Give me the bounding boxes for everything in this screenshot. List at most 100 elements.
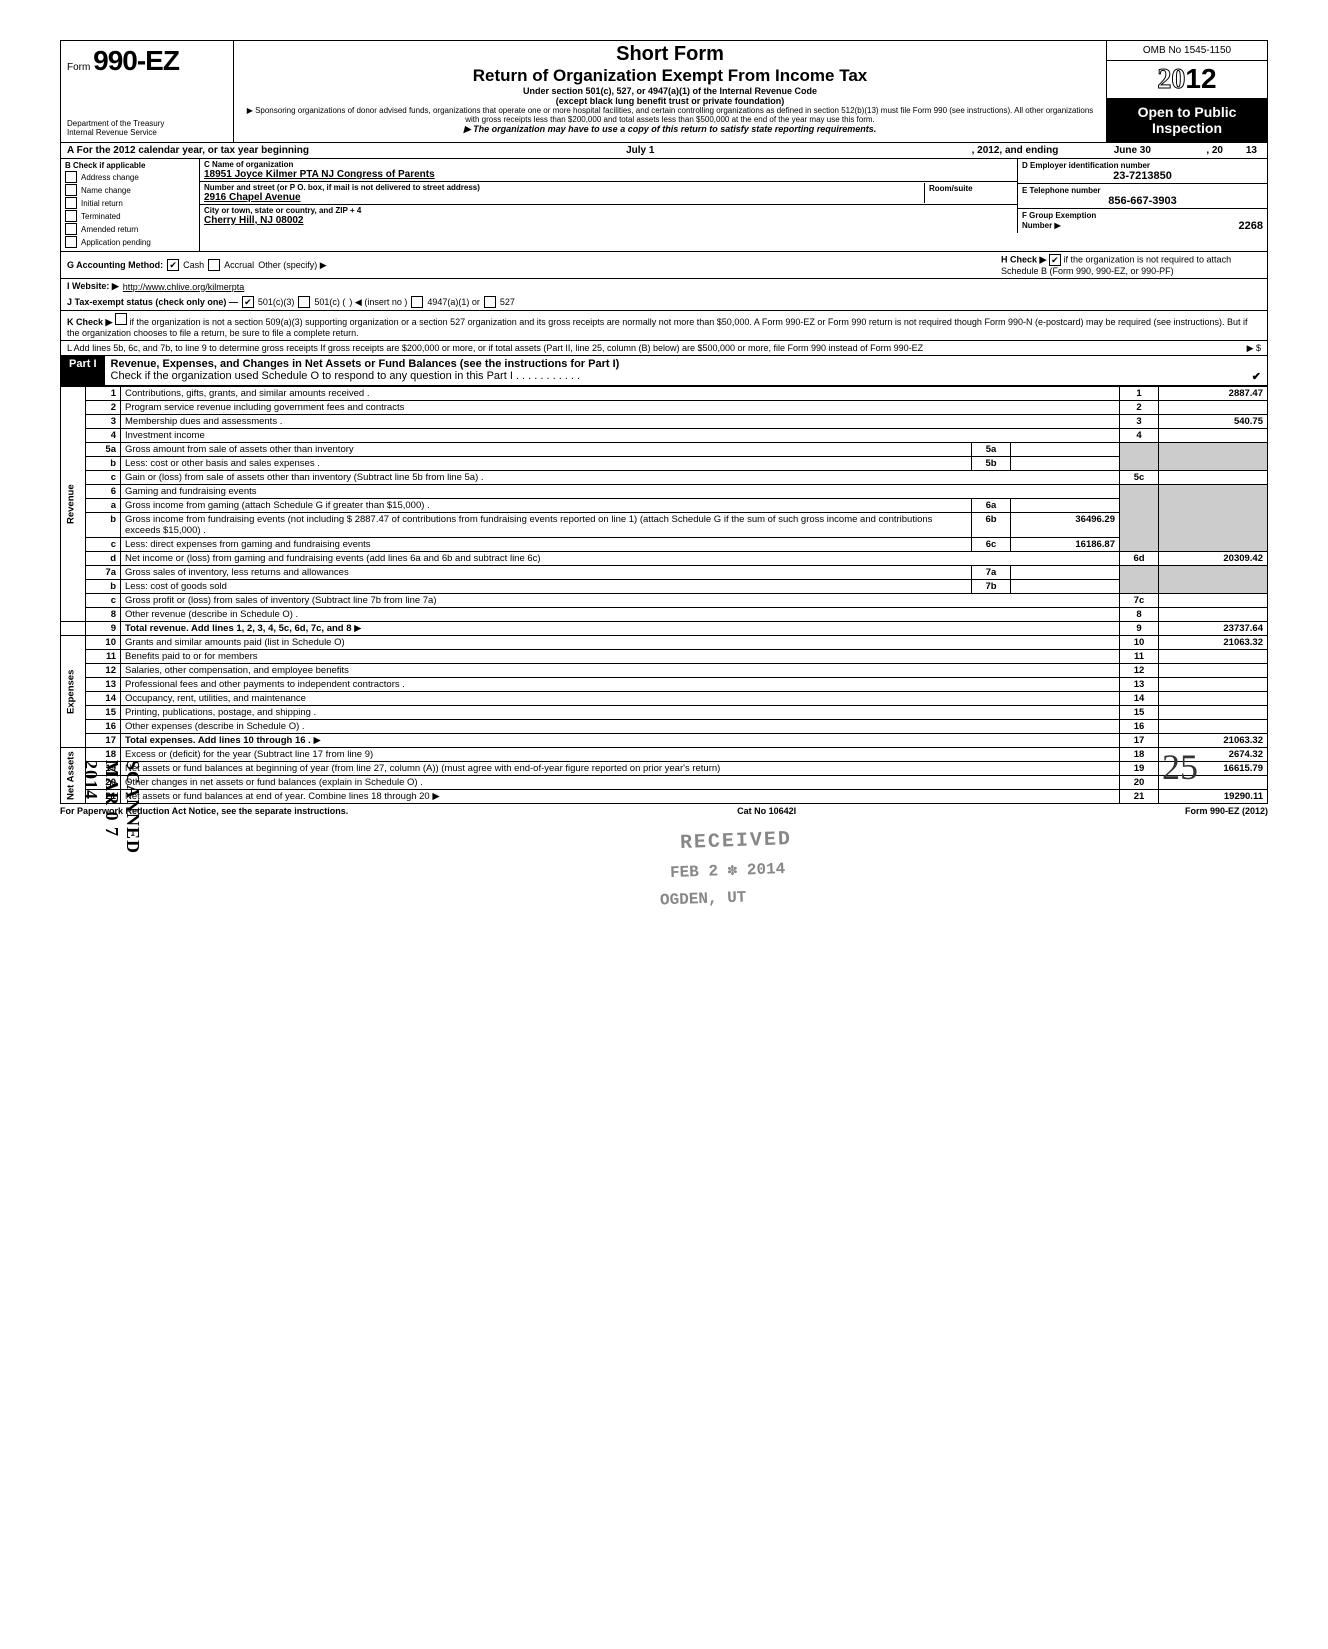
row-desc: Printing, publications, postage, and shi… [121,706,1120,720]
box-val: 19290.11 [1159,790,1268,804]
box-num: 20 [1120,776,1159,790]
row-num: 12 [86,664,121,678]
scanned-stamp: SCANNED MAR 0 7 2014 [80,760,143,854]
phone: 856-667-3903 [1022,195,1263,207]
line-a: A For the 2012 calendar year, or tax yea… [60,143,1268,159]
box-num: 18 [1120,748,1159,762]
row-num: 13 [86,678,121,692]
org-name: 18951 Joyce Kilmer PTA NJ Congress of Pa… [204,169,1013,180]
cb-4947[interactable] [411,296,423,308]
form-number: 990-EZ [93,45,179,76]
form-prefix: Form [67,62,90,73]
f-label: F Group Exemption [1022,211,1096,220]
row-desc: Contributions, gifts, grants, and simila… [121,387,1120,401]
i-label: I Website: ▶ [67,281,119,292]
section-expenses: Expenses [61,636,86,748]
row-desc: Membership dues and assessments . [121,415,1120,429]
cb-schedule-o[interactable]: ✔ [1252,370,1261,383]
box-val: 2887.47 [1159,387,1268,401]
inner-box: 6b [972,513,1011,538]
box-num: 5c [1120,471,1159,485]
title-short-form: Short Form [242,43,1098,66]
inner-val [1011,457,1120,471]
section-net-assets: Net Assets [61,748,86,804]
opt-501c: 501(c) ( [314,297,345,307]
part1-title: Revenue, Expenses, and Changes in Net As… [111,358,620,370]
part1-header: Part I Revenue, Expenses, and Changes in… [60,356,1268,386]
dept-irs: Internal Revenue Service [67,129,227,138]
footer-form: Form 990-EZ (2012) [1185,806,1268,816]
received-stamp: RECEIVED [680,828,793,855]
row-num: 7a [86,566,121,580]
k-text: if the organization is not a section 509… [67,317,1248,338]
b-label: B Check if applicable [65,161,195,170]
subtitle-except: (except black lung benefit trust or priv… [242,96,1098,106]
cb-terminated[interactable] [65,210,77,222]
inner-val: 16186.87 [1011,538,1120,552]
k-label: K Check ▶ [67,317,112,327]
line-g: G Accounting Method: ✔Cash Accrual Other… [60,252,1268,279]
opt-accrual: Accrual [224,260,254,270]
line-a-prefix: A For the 2012 calendar year, or tax yea… [67,145,309,156]
opt-cash: Cash [183,260,204,270]
line-a-suffix: , 20 [1206,145,1223,156]
cb-cash[interactable]: ✔ [167,259,179,271]
row-desc: Occupancy, rent, utilities, and maintena… [121,692,1120,706]
city-label: City or town, state or country, and ZIP … [204,206,1013,215]
opt-501c3: 501(c)(3) [258,297,295,307]
cb-accrual[interactable] [208,259,220,271]
cb-initial-return[interactable] [65,197,77,209]
h-label: H Check ▶ [1001,255,1046,265]
box-num: 6d [1120,552,1159,566]
inner-box: 7a [972,566,1011,580]
addr-label: Number and street (or P O. box, if mail … [204,183,924,192]
row-desc: Other expenses (describe in Schedule O) … [121,720,1120,734]
note-copy: ▶ The organization may have to use a cop… [242,124,1098,135]
cb-schedule-b[interactable]: ✔ [1049,254,1061,266]
tax-year-end: June 30 [1062,145,1202,156]
inner-box: 5b [972,457,1011,471]
cb-name-change[interactable] [65,184,77,196]
box-val [1159,650,1268,664]
row-num: 4 [86,429,121,443]
box-val: 23737.64 [1159,622,1268,636]
year-bold: 12 [1185,63,1216,94]
row-desc: Gross profit or (loss) from sales of inv… [121,594,1120,608]
row-desc: Total expenses. Add lines 10 through 16 … [125,735,311,746]
box-val: 20309.42 [1159,552,1268,566]
row-desc: Less: cost of goods sold [121,580,972,594]
group-exemption: 2268 [1239,220,1263,232]
row-desc: Gross income from gaming (attach Schedul… [121,499,972,513]
box-val [1159,471,1268,485]
opt-501c-insert: ) ◀ (insert no ) [349,297,407,308]
cb-501c[interactable] [298,296,310,308]
website-url: http://www.chlive.org/kilmerpta [123,282,245,292]
omb-number: OMB No 1545-1150 [1107,41,1267,61]
row-desc: Less: cost or other basis and sales expe… [121,457,972,471]
part1-tag: Part I [61,356,105,385]
cb-501c3[interactable]: ✔ [242,296,254,308]
row-num: 11 [86,650,121,664]
title-return: Return of Organization Exempt From Incom… [242,66,1098,86]
opt-527: 527 [500,297,515,307]
cb-pending[interactable] [65,236,77,248]
cb-amended[interactable] [65,223,77,235]
cb-address-change[interactable] [65,171,77,183]
box-num: 17 [1120,734,1159,748]
row-num: 9 [86,622,121,636]
cb-k[interactable] [115,313,127,325]
f-label2: Number ▶ [1022,221,1061,230]
box-num: 16 [1120,720,1159,734]
row-num: c [86,594,121,608]
row-desc: Program service revenue including govern… [121,401,1120,415]
row-desc: Other revenue (describe in Schedule O) . [121,608,1120,622]
box-val [1159,720,1268,734]
box-val [1159,692,1268,706]
box-num: 13 [1120,678,1159,692]
row-num: c [86,471,121,485]
line-i: I Website: ▶ http://www.chlive.org/kilme… [60,279,1268,294]
opt-amended: Amended return [81,225,138,234]
row-num: 15 [86,706,121,720]
cb-527[interactable] [484,296,496,308]
c-label: C Name of organization [204,160,1013,169]
